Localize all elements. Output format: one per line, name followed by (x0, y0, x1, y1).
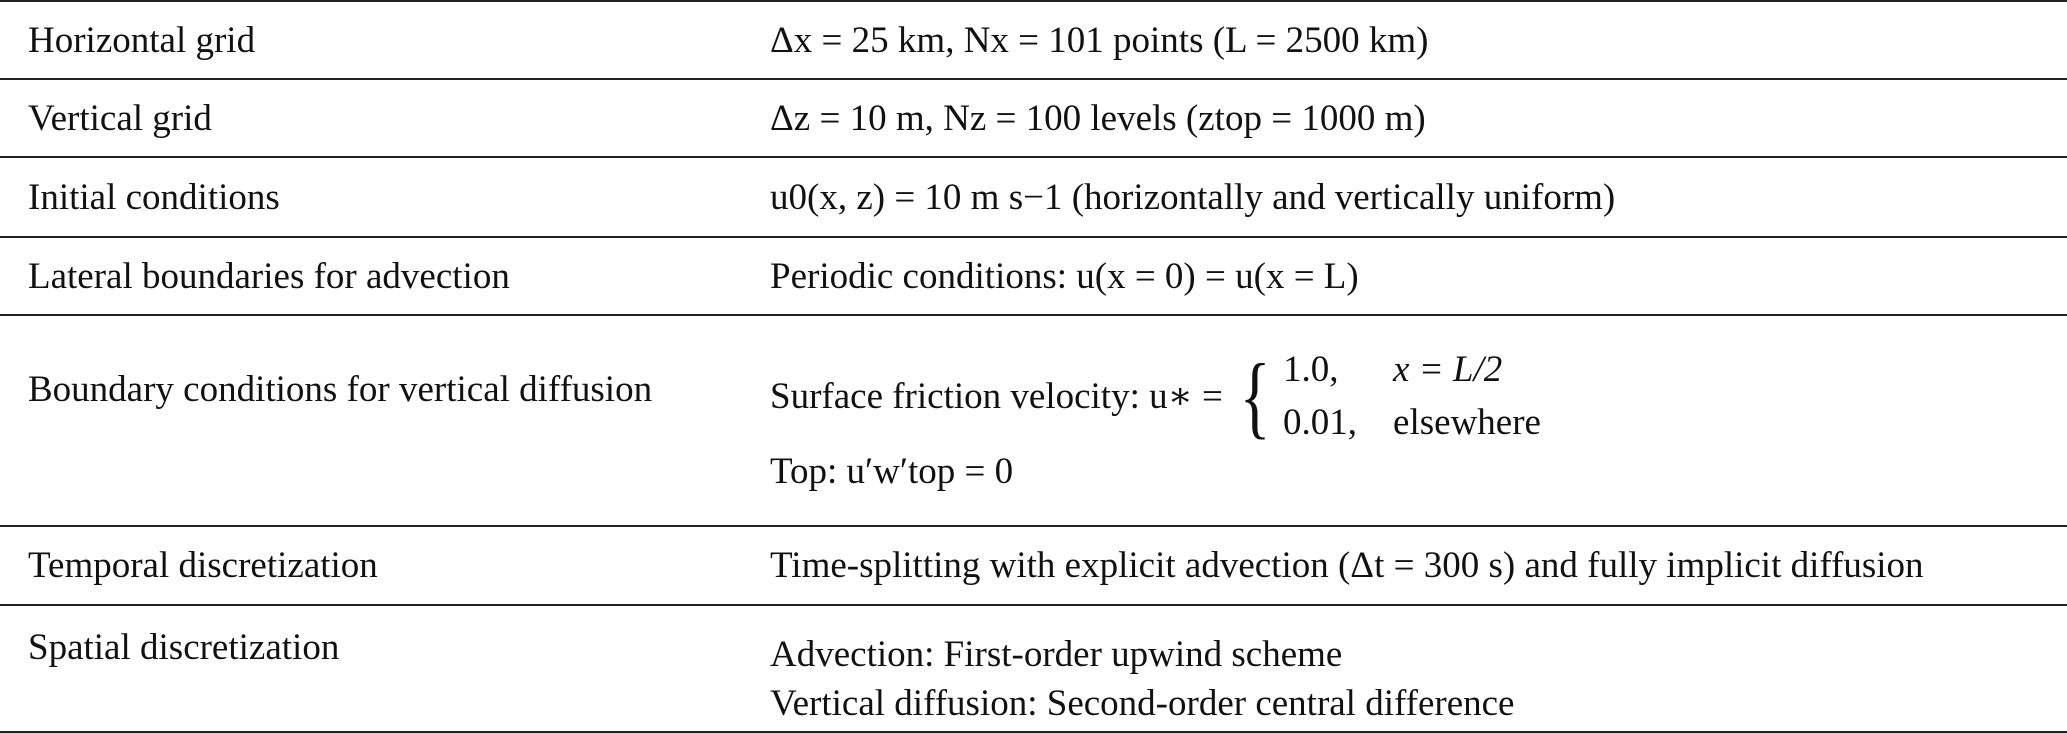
row-value: u0(x, z) = 10 m s−1 (horizontally and ve… (770, 176, 1616, 218)
row-label: Initial conditions (28, 176, 280, 218)
row-value: Surface friction velocity: u∗ = { 1.0, x… (770, 316, 2067, 525)
table-row: Vertical grid Δz = 10 m, Nz = 100 levels… (0, 80, 2067, 158)
row-value: Time-splitting with explicit advection (… (770, 545, 1924, 586)
row-label: Temporal discretization (28, 545, 378, 586)
table-row: Horizontal grid Δx = 25 km, Nx = 101 poi… (0, 2, 2067, 80)
advection-scheme: Advection: First-order upwind scheme (770, 633, 1343, 675)
diffusion-scheme: Vertical diffusion: Second-order central… (770, 682, 1515, 724)
case2-value: 0.01, (1283, 402, 1358, 443)
left-brace: { (1239, 345, 1271, 447)
row-label: Vertical grid (28, 97, 212, 139)
row-label: Lateral boundaries for advection (28, 255, 510, 297)
friction-prefix: Surface friction velocity: u∗ = (770, 376, 1223, 417)
friction-velocity-equation: Surface friction velocity: u∗ = { 1.0, x… (770, 348, 1541, 444)
case1-condition: x = L/2 (1393, 349, 1503, 390)
top-condition: Top: u′w′top = 0 (770, 451, 1014, 492)
row-value: Advection: First-order upwind scheme Ver… (770, 606, 2067, 731)
row-label: Spatial discretization (28, 627, 340, 668)
table-row: Initial conditions u0(x, z) = 10 m s−1 (… (0, 158, 2067, 238)
table-row: Lateral boundaries for advection Periodi… (0, 238, 2067, 316)
row-value: Periodic conditions: u(x = 0) = u(x = L) (770, 255, 1359, 297)
row-label: Horizontal grid (28, 19, 256, 61)
case2-condition: elsewhere (1393, 402, 1541, 443)
table-row: Spatial discretization Advection: First-… (0, 606, 2067, 733)
row-label: Boundary conditions for vertical diffusi… (28, 369, 653, 410)
row-value: Δx = 25 km, Nx = 101 points (L = 2500 km… (770, 19, 1429, 61)
case1-value: 1.0, (1283, 349, 1339, 390)
row-value: Δz = 10 m, Nz = 100 levels (ztop = 1000 … (770, 97, 1426, 139)
table-row: Temporal discretization Time-splitting w… (0, 527, 2067, 606)
piecewise-cases: 1.0, x = L/2 0.01, elsewhere (1283, 348, 1541, 444)
table-row: Boundary conditions for vertical diffusi… (0, 316, 2067, 527)
